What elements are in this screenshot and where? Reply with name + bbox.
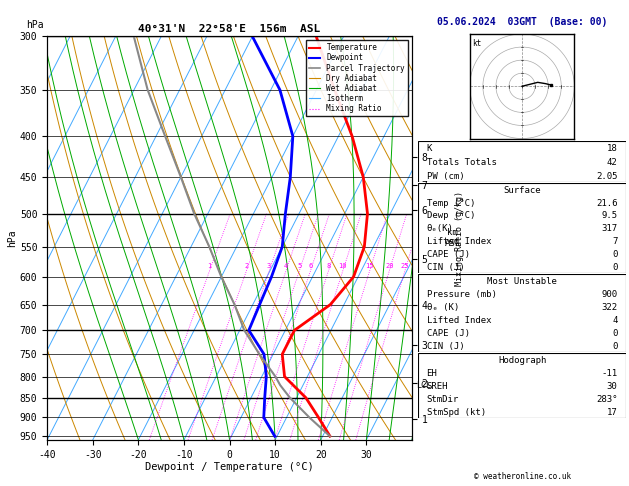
Text: 4: 4 — [612, 315, 618, 325]
Text: 15: 15 — [365, 263, 374, 269]
Text: CAPE (J): CAPE (J) — [426, 250, 470, 259]
Title: 40°31'N  22°58'E  156m  ASL: 40°31'N 22°58'E 156m ASL — [138, 24, 321, 35]
Text: Dewp (°C): Dewp (°C) — [426, 211, 475, 221]
Text: Lifted Index: Lifted Index — [426, 315, 491, 325]
Text: Totals Totals: Totals Totals — [426, 158, 496, 167]
Text: 322: 322 — [601, 303, 618, 312]
Text: Mixing Ratio (g/kg): Mixing Ratio (g/kg) — [455, 191, 464, 286]
Text: K: K — [426, 144, 432, 153]
X-axis label: Dewpoint / Temperature (°C): Dewpoint / Temperature (°C) — [145, 462, 314, 472]
Text: 8: 8 — [326, 263, 331, 269]
Text: CAPE (J): CAPE (J) — [426, 329, 470, 338]
Text: LCL: LCL — [416, 381, 431, 390]
Text: © weatheronline.co.uk: © weatheronline.co.uk — [474, 472, 571, 481]
Text: 0: 0 — [612, 342, 618, 350]
Text: SREH: SREH — [426, 382, 448, 391]
Text: Surface: Surface — [503, 186, 541, 195]
Text: 3: 3 — [267, 263, 271, 269]
Text: 317: 317 — [601, 225, 618, 233]
Text: 5: 5 — [297, 263, 301, 269]
Text: CIN (J): CIN (J) — [426, 263, 464, 272]
Text: Most Unstable: Most Unstable — [487, 277, 557, 286]
Text: PW (cm): PW (cm) — [426, 172, 464, 181]
Text: 4: 4 — [284, 263, 288, 269]
Text: EH: EH — [426, 369, 437, 378]
Text: 05.06.2024  03GMT  (Base: 00): 05.06.2024 03GMT (Base: 00) — [437, 17, 607, 27]
Text: 10: 10 — [338, 263, 347, 269]
Text: 900: 900 — [601, 290, 618, 299]
Text: StmDir: StmDir — [426, 395, 459, 404]
Text: StmSpd (kt): StmSpd (kt) — [426, 408, 486, 417]
Text: 6: 6 — [308, 263, 313, 269]
Text: 7: 7 — [612, 237, 618, 246]
Text: Temp (°C): Temp (°C) — [426, 199, 475, 208]
Text: Lifted Index: Lifted Index — [426, 237, 491, 246]
Text: Pressure (mb): Pressure (mb) — [426, 290, 496, 299]
Text: Hodograph: Hodograph — [498, 356, 546, 364]
Text: CIN (J): CIN (J) — [426, 342, 464, 350]
Text: 0: 0 — [612, 329, 618, 338]
Text: 9.5: 9.5 — [601, 211, 618, 221]
Text: 2.05: 2.05 — [596, 172, 618, 181]
Text: 21.6: 21.6 — [596, 199, 618, 208]
Text: θₑ(K): θₑ(K) — [426, 225, 454, 233]
Text: 0: 0 — [612, 263, 618, 272]
Y-axis label: hPa: hPa — [7, 229, 17, 247]
Text: 17: 17 — [607, 408, 618, 417]
Text: -11: -11 — [601, 369, 618, 378]
Legend: Temperature, Dewpoint, Parcel Trajectory, Dry Adiabat, Wet Adiabat, Isotherm, Mi: Temperature, Dewpoint, Parcel Trajectory… — [306, 40, 408, 116]
Y-axis label: km
ASL: km ASL — [445, 228, 460, 248]
Text: 30: 30 — [607, 382, 618, 391]
Text: hPa: hPa — [26, 20, 43, 31]
Text: 0: 0 — [612, 250, 618, 259]
Text: 1: 1 — [208, 263, 211, 269]
Text: 2: 2 — [244, 263, 248, 269]
Text: 42: 42 — [607, 158, 618, 167]
Text: 18: 18 — [607, 144, 618, 153]
Text: θₑ (K): θₑ (K) — [426, 303, 459, 312]
Text: kt: kt — [472, 39, 482, 48]
Text: 25: 25 — [401, 263, 409, 269]
Text: 283°: 283° — [596, 395, 618, 404]
Text: 20: 20 — [385, 263, 394, 269]
